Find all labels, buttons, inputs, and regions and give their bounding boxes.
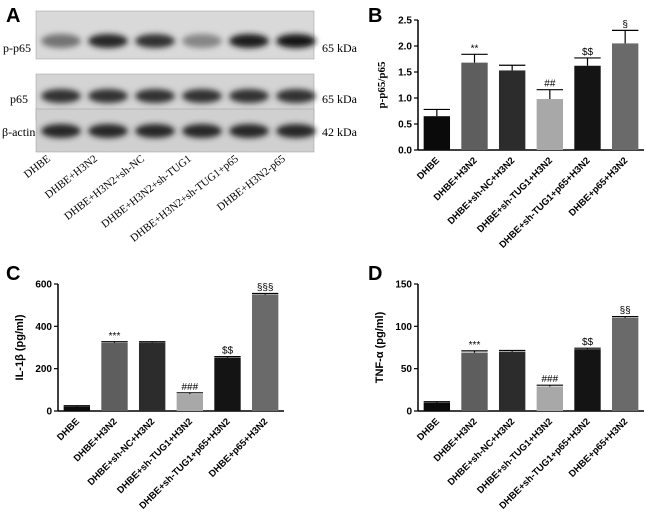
western-blot: p-p65 p65 β-actin 65 kDa 65 kDa 42 kDa D… [2,10,358,245]
blot-band-beta-actin-lane-3 [135,124,175,138]
blot-lane-label: DHBE [22,153,53,181]
chart-c-category-label: DHBE+sh-NC+H3N2 [86,416,158,488]
blot-kda-p-p65: 65 kDa [322,41,358,55]
chart-d-category-label: DHBE+sh-NC+H3N2 [446,416,518,488]
blot-strip-p-p65 [35,10,315,60]
blot-band-beta-actin-lane-5 [229,124,269,138]
chart-b-significance-label: $$ [582,47,594,58]
chart-d-bar [574,349,601,411]
blot-band-p-p65-lane-1 [41,34,81,48]
panel-letter-a: A [6,5,20,27]
chart-d-y-tick-label: 150 [395,280,412,291]
chart-b-y-tick-label: 1.0 [398,94,412,105]
blot-band-p65-lane-3 [135,89,175,103]
blot-band-beta-actin-lane-1 [41,124,81,138]
blot-kda-p65: 65 kDa [322,92,358,106]
chart-b-y-tick-label: 0.5 [398,120,412,131]
chart-b-category-label: DHBE+sh-TUG1+H3N2 [475,155,555,235]
chart-b-bar [611,43,639,150]
blot-row-label-beta-actin: β-actin [2,125,35,139]
chart-b-significance-label: § [622,19,628,30]
chart-b-bar [574,65,601,150]
chart-c-bar [176,394,204,411]
panel-letter-b: B [368,5,382,27]
chart-c-y-tick-label: 0 [46,407,52,418]
chart-b-y-tick-label: 2.5 [398,16,412,27]
chart-b-category-label: DHBE [415,155,442,182]
chart-d-y-tick-label: 0 [406,407,412,418]
chart-b-bar [536,99,564,150]
blot-row-label-p65: p65 [10,92,28,106]
chart-d-bar [498,351,526,411]
blot-lane-label: DHBE+H3N2+sh-NC [62,153,147,223]
chart-b-bar [423,116,451,150]
chart-d-category-label: DHBE [415,416,442,443]
chart-c-bar [214,357,241,411]
blot-band-p-p65-lane-6 [276,34,316,48]
blot-band-p65-lane-2 [88,89,128,103]
chart-d-y-axis-label: TNF-α (pg/ml) [374,311,386,383]
chart-c-significance-label: §§§ [257,283,274,294]
chart-d-y-tick-label: 100 [395,322,412,333]
chart-b-category-label: DHBE+sh-NC+H3N2 [446,155,518,227]
chart-d-significance-label: §§ [620,306,631,317]
blot-kda-beta-actin: 42 kDa [322,125,358,139]
blot-band-p65-lane-6 [276,89,316,103]
chart-d-category-label: DHBE+sh-TUG1+H3N2 [475,416,555,496]
chart-b-y-axis-label: p-p65/p65 [376,61,388,109]
chart-d-significance-label: *** [469,340,481,351]
chart-b-bar [498,70,526,150]
chart-c-significance-label: ### [181,382,198,393]
blot-lane-label: DHBE+H3N2+sh-TUG1 [99,153,194,231]
chart-d-significance-label: $$ [582,337,594,348]
blot-band-p65-lane-4 [182,89,222,103]
blot-row-label-p-p65: p-p65 [3,41,31,55]
chart-b-significance-label: ** [471,43,479,54]
chart-c-bar [251,294,279,411]
chart-b-significance-label: ## [544,79,556,90]
chart-b-bar [461,62,488,150]
chart-b-y-tick-label: 1.5 [398,68,412,79]
chart-d-bar [461,352,488,411]
chart-c-category-label: DHBE+sh-TUG1+H3N2 [115,416,195,496]
chart-d-bar [423,402,451,411]
blot-band-p-p65-lane-4 [182,34,222,48]
chart-c-bar [101,342,128,411]
blot-band-p-p65-lane-2 [88,34,128,48]
chart-c-y-tick-label: 600 [35,280,52,291]
chart-c-significance-label: $$ [222,346,234,357]
blot-band-p-p65-lane-5 [229,34,269,48]
chart-d-bar [611,317,639,411]
chart-c-bar [138,342,166,411]
chart-d-significance-label: ### [541,374,558,385]
chart-d-bar [536,386,564,411]
chart-c-y-tick-label: 200 [35,364,52,375]
chart-b-y-tick-label: 2.0 [398,42,412,53]
chart-c-y-tick-label: 400 [35,322,52,333]
chart-c-y-axis-label: IL-1β (pg/ml) [14,314,26,380]
blot-band-p65-lane-1 [41,89,81,103]
blot-band-beta-actin-lane-6 [276,124,316,138]
chart-b-y-tick-label: 0.0 [398,146,412,157]
panel-letter-d: D [368,263,382,285]
chart-c-bar [63,406,91,411]
blot-band-p-p65-lane-3 [135,34,175,48]
chart-c-category-label: DHBE [55,416,82,443]
panel-letter-c: C [6,263,20,285]
blot-band-beta-actin-lane-2 [88,124,128,138]
chart-c-significance-label: *** [109,331,121,342]
chart-d-y-tick-label: 50 [401,364,413,375]
blot-band-p65-lane-5 [229,89,269,103]
blot-band-beta-actin-lane-4 [182,124,222,138]
